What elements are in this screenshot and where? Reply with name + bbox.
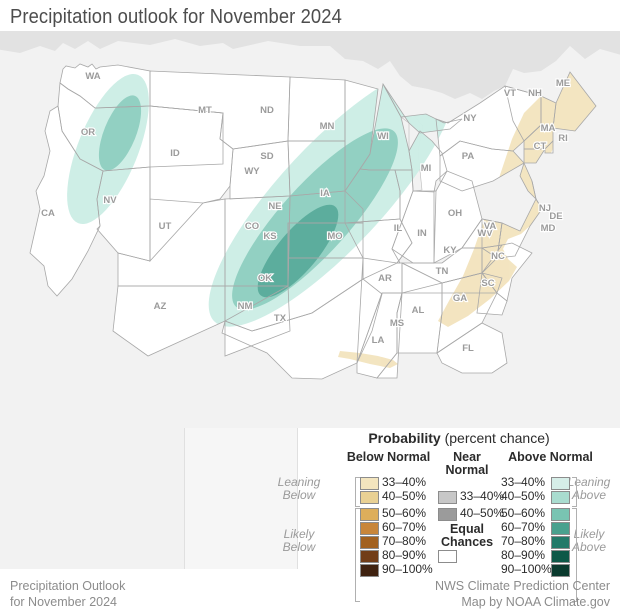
svg-text:OH: OH bbox=[448, 208, 462, 219]
svg-text:MO: MO bbox=[327, 231, 342, 242]
svg-text:KS: KS bbox=[263, 231, 276, 242]
svg-text:SD: SD bbox=[260, 151, 273, 162]
svg-text:AL: AL bbox=[412, 305, 425, 316]
svg-text:MN: MN bbox=[320, 121, 335, 132]
svg-text:MA: MA bbox=[541, 123, 556, 134]
svg-text:NV: NV bbox=[103, 195, 117, 206]
svg-text:AR: AR bbox=[378, 273, 392, 284]
svg-text:NE: NE bbox=[268, 201, 281, 212]
svg-text:ID: ID bbox=[170, 148, 180, 159]
svg-text:NM: NM bbox=[238, 301, 253, 312]
svg-text:LA: LA bbox=[372, 335, 385, 346]
svg-text:WI: WI bbox=[377, 131, 389, 142]
svg-text:IL: IL bbox=[394, 223, 403, 234]
svg-text:MD: MD bbox=[541, 223, 556, 234]
svg-text:NY: NY bbox=[463, 113, 477, 124]
svg-text:RI: RI bbox=[558, 133, 568, 144]
svg-text:SC: SC bbox=[481, 278, 494, 289]
svg-text:NC: NC bbox=[491, 251, 505, 262]
svg-text:CA: CA bbox=[41, 208, 55, 219]
svg-text:IN: IN bbox=[417, 228, 427, 239]
svg-text:WA: WA bbox=[85, 71, 100, 82]
svg-text:GA: GA bbox=[453, 293, 467, 304]
svg-text:CO: CO bbox=[245, 221, 259, 232]
svg-text:MI: MI bbox=[421, 163, 432, 174]
svg-text:DE: DE bbox=[549, 211, 562, 222]
svg-text:TX: TX bbox=[274, 313, 287, 324]
svg-text:ME: ME bbox=[556, 78, 570, 89]
svg-text:OK: OK bbox=[258, 273, 272, 284]
svg-text:CT: CT bbox=[534, 141, 547, 152]
svg-text:KY: KY bbox=[443, 245, 457, 256]
svg-text:VA: VA bbox=[484, 221, 497, 232]
svg-text:UT: UT bbox=[159, 221, 172, 232]
svg-text:PA: PA bbox=[462, 151, 475, 162]
svg-text:WY: WY bbox=[244, 166, 260, 177]
svg-text:TN: TN bbox=[436, 266, 449, 277]
svg-text:MT: MT bbox=[198, 105, 212, 116]
svg-text:IA: IA bbox=[320, 188, 330, 199]
svg-text:AZ: AZ bbox=[154, 301, 167, 312]
svg-text:NH: NH bbox=[528, 88, 542, 99]
svg-text:OR: OR bbox=[81, 127, 95, 138]
svg-text:ND: ND bbox=[260, 105, 274, 116]
svg-text:FL: FL bbox=[462, 343, 474, 354]
svg-text:VT: VT bbox=[504, 88, 516, 99]
svg-text:MS: MS bbox=[390, 318, 404, 329]
